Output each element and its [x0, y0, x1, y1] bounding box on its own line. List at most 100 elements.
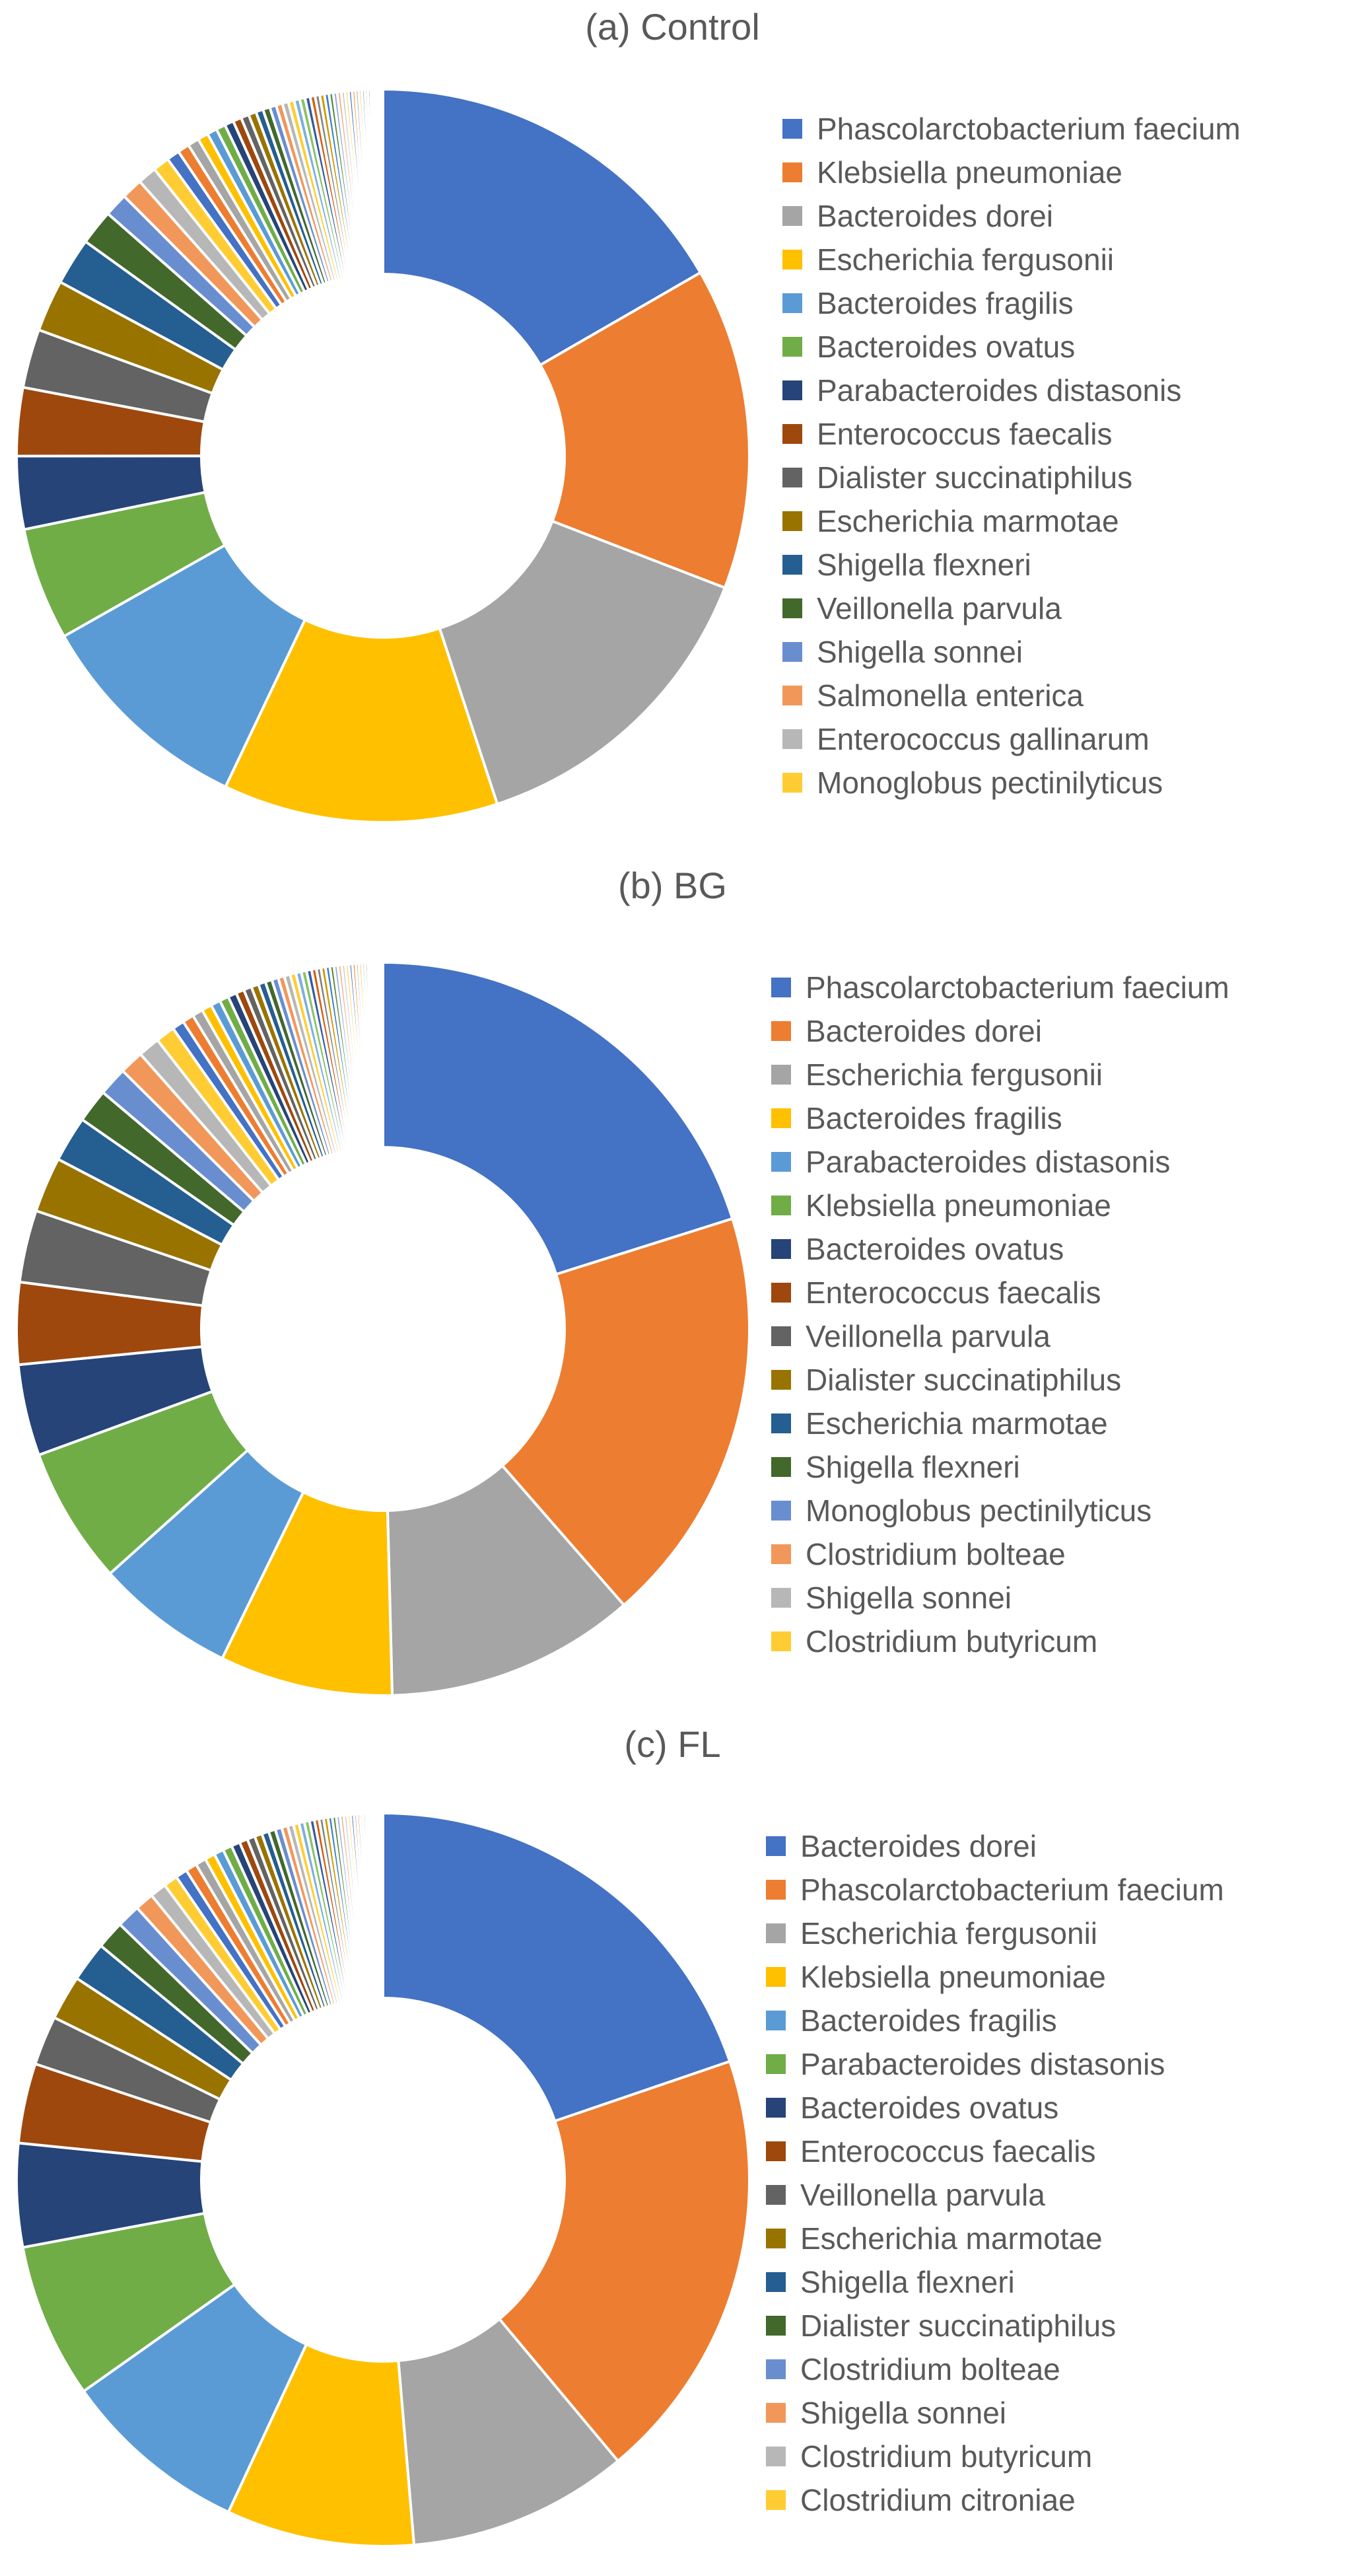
legend-label: Shigella sonnei	[817, 635, 1023, 669]
legend-item: Parabacteroides distasonis	[766, 2042, 1224, 2086]
legend-item: Veillonella parvula	[766, 2173, 1224, 2217]
donut-slice	[397, 2317, 620, 2547]
legend-item: Shigella flexneri	[782, 543, 1241, 587]
legend-swatch	[766, 2359, 786, 2379]
legend-item: Enterococcus faecalis	[782, 412, 1241, 456]
legend-swatch	[766, 2185, 786, 2205]
legend-swatch	[782, 293, 802, 313]
legend-label: Parabacteroides distasonis	[800, 2047, 1165, 2081]
donut-slice	[438, 519, 727, 806]
legend-item: Clostridium citroniae	[766, 2478, 1224, 2522]
legend-swatch	[771, 1413, 791, 1433]
legend-swatch	[766, 2141, 786, 2161]
legend-item: Shigella flexneri	[766, 2260, 1224, 2304]
legend-item: Dialister succinatiphilus	[771, 1358, 1229, 1402]
legend-item: Monoglobus pectinilyticus	[782, 761, 1241, 805]
donut-slice	[382, 1811, 732, 2123]
legend-item: Phascolarctobacterium faecium	[766, 1868, 1224, 1912]
legend-swatch	[771, 1544, 791, 1564]
legend-label: Parabacteroides distasonis	[806, 1145, 1171, 1179]
legend-item: Bacteroides fragilis	[766, 1999, 1224, 2042]
legend-item: Enterococcus faecalis	[766, 2129, 1224, 2173]
legend-label: Enterococcus gallinarum	[817, 722, 1150, 756]
legend-swatch	[771, 1326, 791, 1346]
legend-item: Shigella sonnei	[771, 1576, 1229, 1620]
legend-label: Shigella flexneri	[800, 2265, 1015, 2299]
legend-swatch	[771, 1108, 791, 1128]
legend-control: Phascolarctobacterium faecium Klebsiella …	[782, 107, 1241, 805]
legend-item: Veillonella parvula	[771, 1314, 1229, 1358]
legend-label: Phascolarctobacterium faecium	[817, 112, 1241, 146]
donut-slice-other-taxon	[379, 960, 384, 1149]
legend-label: Clostridium bolteae	[800, 2352, 1060, 2386]
legend-swatch	[766, 2403, 786, 2423]
legend-item: Bacteroides fragilis	[782, 281, 1241, 325]
legend-item: Klebsiella pneumoniae	[782, 151, 1241, 194]
legend-item: Parabacteroides distasonis	[771, 1140, 1229, 1184]
legend-label: Dialister succinatiphilus	[817, 460, 1133, 495]
legend-swatch	[771, 1370, 791, 1390]
legend-fl: Bacteroides dorei Phascolarctobacterium f…	[766, 1824, 1224, 2522]
legend-item: Bacteroides dorei	[766, 1824, 1224, 1868]
legend-label: Klebsiella pneumoniae	[806, 1188, 1111, 1223]
legend-swatch	[782, 598, 802, 618]
legend-item: Escherichia marmotae	[771, 1402, 1229, 1445]
legend-label: Escherichia fergusonii	[817, 242, 1115, 277]
chart-panel-control: (a) Control Phascolarctobacterium faeciu…	[0, 0, 1345, 859]
legend-item: Clostridium butyricum	[766, 2435, 1224, 2478]
legend-label: Shigella sonnei	[800, 2396, 1007, 2430]
legend-swatch	[782, 555, 802, 575]
legend-item: Dialister succinatiphilus	[782, 456, 1241, 499]
legend-item: Shigella sonnei	[782, 630, 1241, 674]
legend-label: Escherichia fergusonii	[800, 1916, 1098, 1950]
legend-item: Clostridium bolteae	[766, 2347, 1224, 2391]
legend-item: Bacteroides ovatus	[766, 2086, 1224, 2129]
legend-swatch	[766, 2054, 786, 2074]
legend-swatch	[782, 206, 802, 226]
donut-slice	[62, 543, 307, 789]
legend-label: Veillonella parvula	[806, 1319, 1051, 1353]
legend-item: Bacteroides dorei	[771, 1009, 1229, 1053]
legend-label: Phascolarctobacterium faecium	[800, 1873, 1224, 1907]
legend-label: Enterococcus faecalis	[817, 417, 1113, 451]
legend-swatch	[771, 1196, 791, 1215]
legend-swatch	[771, 1457, 791, 1477]
legend-bg: Phascolarctobacterium faecium Bacteroides…	[771, 966, 1229, 1663]
legend-label: Phascolarctobacterium faecium	[806, 970, 1229, 1005]
legend-swatch	[771, 1021, 791, 1041]
legend-swatch	[782, 424, 802, 444]
legend-label: Shigella sonnei	[806, 1581, 1012, 1615]
legend-swatch	[782, 773, 802, 793]
legend-label: Dialister succinatiphilus	[800, 2308, 1117, 2343]
legend-swatch	[766, 1880, 786, 1900]
legend-label: Clostridium citroniae	[800, 2483, 1076, 2517]
donut-slice	[386, 1464, 626, 1697]
legend-label: Shigella flexneri	[806, 1450, 1020, 1484]
legend-item: Escherichia fergusonii	[771, 1053, 1229, 1096]
legend-label: Veillonella parvula	[800, 2178, 1045, 2212]
legend-swatch	[766, 2490, 786, 2510]
donut-slice-other-taxon	[379, 1811, 384, 2000]
legend-label: Dialister succinatiphilus	[806, 1363, 1122, 1397]
legend-label: Monoglobus pectinilyticus	[806, 1493, 1152, 1528]
legend-swatch	[782, 162, 802, 182]
legend-swatch	[771, 1065, 791, 1085]
legend-item: Parabacteroides distasonis	[782, 369, 1241, 412]
legend-swatch	[766, 1836, 786, 1856]
legend-item: Bacteroides fragilis	[771, 1096, 1229, 1140]
chart-panel-fl: (c) FL Bacteroides dorei Phascolarctobact…	[0, 1717, 1345, 2576]
legend-swatch	[766, 2447, 786, 2466]
legend-label: Veillonella parvula	[817, 591, 1062, 626]
legend-item: Dialister succinatiphilus	[766, 2304, 1224, 2347]
legend-swatch	[771, 1283, 791, 1303]
legend-item: Phascolarctobacterium faecium	[771, 966, 1229, 1009]
legend-swatch	[766, 1923, 786, 1943]
legend-swatch	[766, 1967, 786, 1987]
legend-item: Bacteroides ovatus	[771, 1227, 1229, 1271]
legend-swatch	[771, 1152, 791, 1172]
donut-slice	[500, 1217, 751, 1607]
legend-label: Klebsiella pneumoniae	[817, 155, 1122, 190]
legend-item: Escherichia marmotae	[782, 499, 1241, 543]
legend-item: Shigella flexneri	[771, 1445, 1229, 1489]
legend-item: Bacteroides ovatus	[782, 325, 1241, 369]
